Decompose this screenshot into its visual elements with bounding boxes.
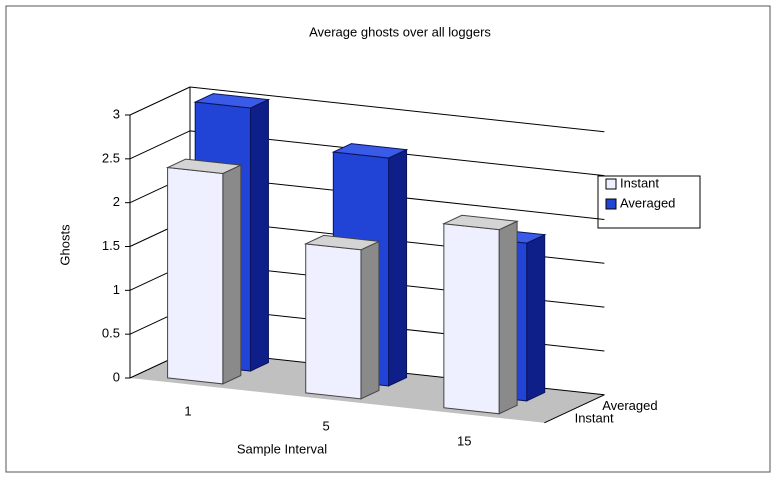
bar-front: [167, 166, 224, 385]
grid-line: [129, 86, 191, 116]
bar-side: [526, 233, 546, 402]
bar-side: [222, 164, 242, 385]
legend-swatch: [605, 178, 617, 190]
legend-swatch: [605, 198, 617, 210]
depth-tick-label: Averaged: [602, 398, 657, 413]
depth-tick-label: Instant: [575, 411, 614, 426]
bar-top: [193, 93, 271, 109]
y-axis-title: Ghosts: [57, 224, 72, 266]
bar-front: [305, 243, 362, 400]
bar-top: [165, 158, 243, 175]
x-tick-label: 1: [184, 404, 191, 419]
y-tick-label: 1: [113, 282, 120, 297]
bar-top: [303, 234, 381, 251]
bar-front: [443, 223, 500, 415]
y-tick-label: 2.5: [102, 150, 120, 165]
bar-side: [360, 240, 380, 400]
y-tick-label: 0: [113, 369, 120, 384]
y-tick-label: 3: [113, 106, 120, 121]
y-tick-label: 1.5: [102, 238, 120, 253]
legend-label: Averaged: [620, 195, 675, 210]
grid-line: [129, 130, 191, 160]
y-tick-label: 0.5: [102, 326, 120, 341]
depth-axis: [544, 394, 605, 424]
x-tick-label: 15: [457, 434, 471, 449]
chart-title: Average ghosts over all loggers: [309, 24, 491, 39]
y-tick-label: 2: [113, 194, 120, 209]
bar-side: [249, 98, 269, 372]
bar-top: [442, 214, 519, 231]
bar-side: [498, 220, 518, 415]
grid-line: [189, 86, 605, 133]
x-axis-title: Sample Interval: [237, 441, 327, 456]
legend-label: Instant: [620, 175, 659, 190]
x-tick-label: 5: [323, 419, 330, 434]
bar-side: [388, 148, 408, 387]
bar-top: [331, 143, 409, 159]
